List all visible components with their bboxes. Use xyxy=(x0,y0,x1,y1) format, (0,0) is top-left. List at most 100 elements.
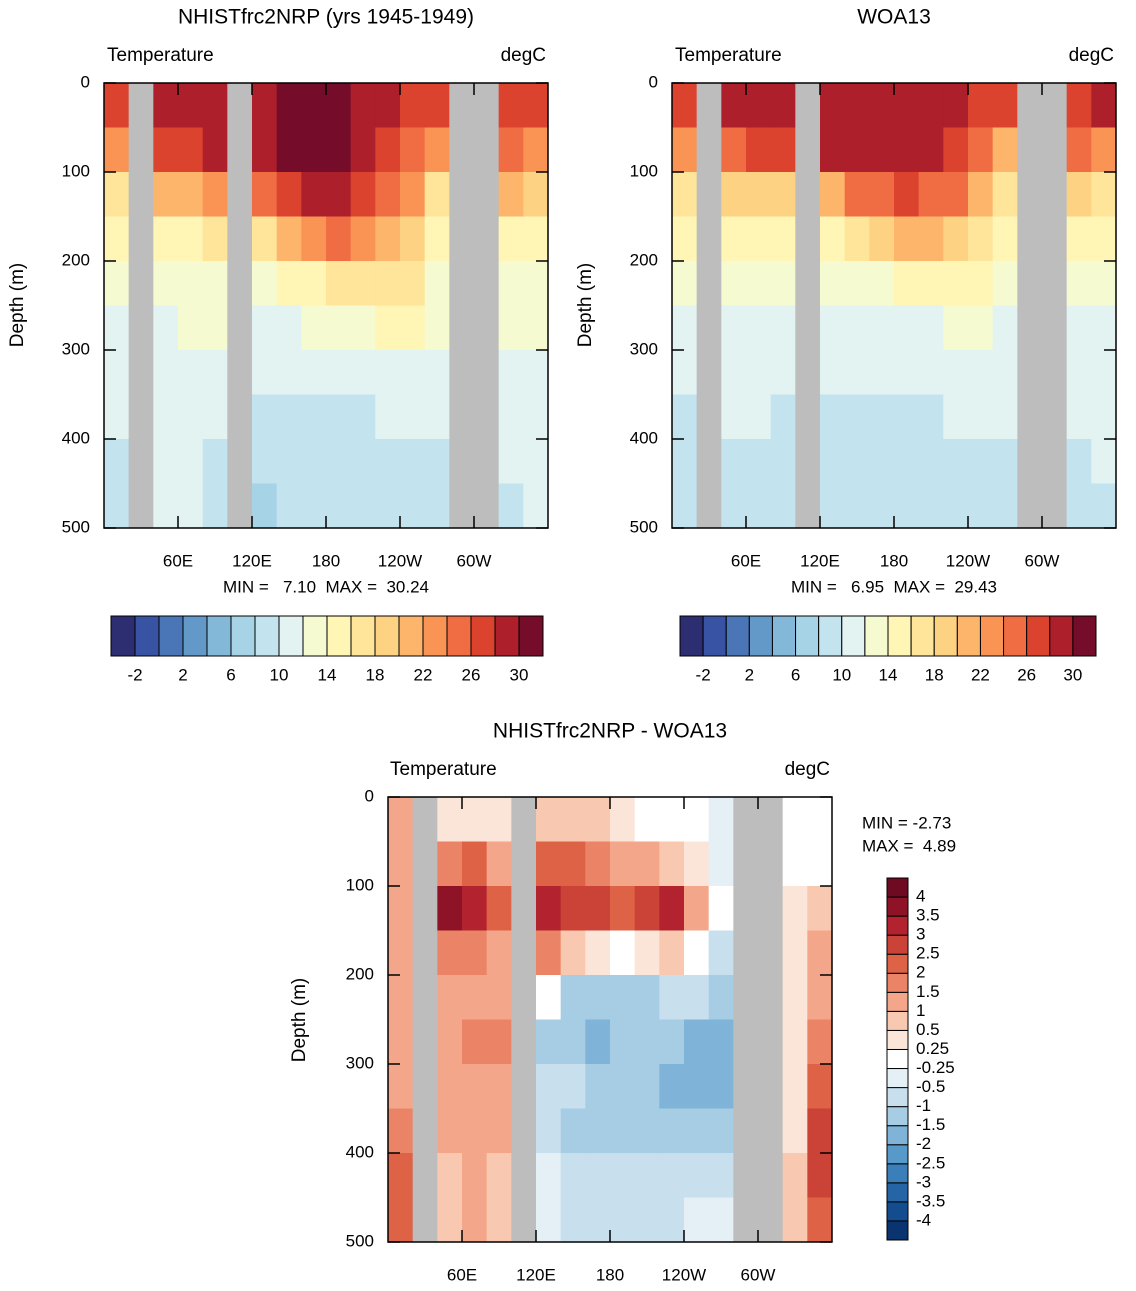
land xyxy=(1042,172,1068,217)
contour-cell xyxy=(388,886,414,931)
colorbar-box xyxy=(254,615,280,657)
contour-cell xyxy=(968,127,994,173)
contour-cell xyxy=(153,483,179,529)
land xyxy=(733,1153,759,1198)
land xyxy=(412,930,438,976)
land xyxy=(474,172,500,217)
land xyxy=(758,1019,784,1065)
colorbar-box xyxy=(326,615,352,657)
contour-cell xyxy=(992,483,1018,529)
contour-cell xyxy=(634,1153,660,1198)
contour-cell xyxy=(807,1019,833,1065)
land xyxy=(1017,394,1043,440)
contour-cell xyxy=(153,172,179,217)
x-tick-label: 120E xyxy=(516,1265,556,1284)
colorbar-tick-label: 18 xyxy=(366,665,385,684)
x-tick-label: 180 xyxy=(880,551,908,570)
colorbar-tick-label: 26 xyxy=(1017,665,1036,684)
contour-cell xyxy=(684,1197,710,1243)
land xyxy=(412,1108,438,1154)
contour-cell xyxy=(610,975,636,1020)
contour-cell xyxy=(388,930,414,976)
contour-cell xyxy=(252,439,278,484)
contour-cell xyxy=(1091,216,1117,262)
colorbar-box xyxy=(679,615,704,657)
contour-cell xyxy=(462,841,488,887)
contour-cell xyxy=(844,350,870,395)
land xyxy=(412,975,438,1020)
contour-cell xyxy=(424,216,450,262)
land xyxy=(733,1064,759,1109)
contour-cell xyxy=(807,1153,833,1198)
right-label: degC xyxy=(785,759,830,780)
colorbar-box xyxy=(1072,615,1097,657)
contour-cell xyxy=(992,83,1018,128)
land xyxy=(449,483,475,529)
contour-cell xyxy=(104,439,130,484)
contour-cell xyxy=(820,483,846,529)
contour-cell xyxy=(153,261,179,306)
contour-cell xyxy=(1066,261,1092,306)
colorbar-tick-label: -2 xyxy=(127,665,142,684)
contour-cell xyxy=(486,1153,512,1198)
contour-cell xyxy=(721,305,747,351)
contour-cell xyxy=(153,394,179,440)
contour-cell xyxy=(770,127,796,173)
x-tick-label: 120E xyxy=(800,551,840,570)
land xyxy=(1042,83,1068,128)
contour-cell xyxy=(375,261,401,306)
colorbar-box xyxy=(350,615,376,657)
land xyxy=(227,394,253,440)
contour-cell xyxy=(202,83,228,128)
contour-cell xyxy=(153,350,179,395)
colorbar-box xyxy=(1026,615,1051,657)
contour-cell xyxy=(782,1064,808,1109)
contour-cell xyxy=(301,172,327,217)
land xyxy=(758,841,784,887)
contour-cell xyxy=(782,930,808,976)
contour-cell xyxy=(820,172,846,217)
contour-cell xyxy=(807,797,833,842)
left-label: Temperature xyxy=(107,45,214,66)
contour-cell xyxy=(807,841,833,887)
y-tick-label: 400 xyxy=(630,428,658,447)
colorbar-box xyxy=(518,615,544,657)
contour-cell xyxy=(301,394,327,440)
contour-cell xyxy=(375,83,401,128)
contour-cell xyxy=(770,483,796,529)
land xyxy=(227,172,253,217)
contour-cell xyxy=(610,1197,636,1243)
contour-cell xyxy=(634,1064,660,1109)
contour-cell xyxy=(178,261,204,306)
contour-cell xyxy=(869,305,895,351)
contour-cell xyxy=(659,930,685,976)
contour-cell xyxy=(746,83,772,128)
y-tick-label: 0 xyxy=(649,72,658,91)
contour-cell xyxy=(252,350,278,395)
land xyxy=(227,261,253,306)
contour-cell xyxy=(770,83,796,128)
contour-cell xyxy=(486,841,512,887)
contour-cell xyxy=(894,127,920,173)
contour-cell xyxy=(585,1108,611,1154)
colorbar-box xyxy=(1049,615,1074,657)
contour-cell xyxy=(388,841,414,887)
contour-cell xyxy=(104,172,130,217)
land xyxy=(758,1064,784,1109)
contour-cell xyxy=(560,886,586,931)
contour-cell xyxy=(684,797,710,842)
contour-cell xyxy=(659,797,685,842)
x-tick-label: 60E xyxy=(163,551,193,570)
contour-cell xyxy=(894,261,920,306)
contour-cell xyxy=(388,1019,414,1065)
colorbar-box xyxy=(134,615,160,657)
colorbar-tick-label: -2 xyxy=(696,665,711,684)
y-tick-label: 400 xyxy=(62,428,90,447)
contour-cell xyxy=(721,261,747,306)
contour-cell xyxy=(202,483,228,529)
contour-cell xyxy=(782,1197,808,1243)
land xyxy=(733,1197,759,1243)
contour-cell xyxy=(301,261,327,306)
contour-cell xyxy=(437,975,463,1020)
land xyxy=(1017,350,1043,395)
